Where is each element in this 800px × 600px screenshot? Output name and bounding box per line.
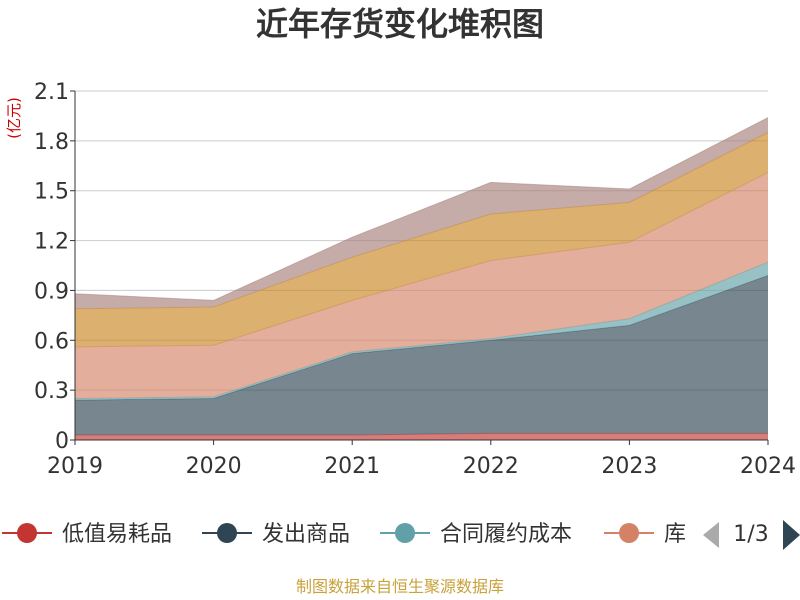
legend-prev-page-icon[interactable]	[703, 522, 719, 548]
series-line-5	[74, 117, 769, 301]
y-tick-label: 2.1	[34, 80, 69, 105]
area-series-1	[75, 275, 768, 436]
y-axis-unit-label: (亿元)	[5, 97, 23, 139]
y-tick-label: 1.8	[34, 130, 69, 155]
area-series-3	[75, 172, 768, 399]
y-tick-label: 0.6	[34, 329, 69, 354]
x-tick-label: 2019	[47, 454, 103, 479]
x-tick-label: 2023	[601, 454, 657, 479]
legend-label: 发出商品	[262, 522, 350, 547]
legend-item-3[interactable]: 库	[604, 522, 686, 547]
x-tick-label: 2022	[463, 454, 519, 479]
data-source-footer: 制图数据来自恒生聚源数据库	[295, 577, 504, 596]
x-tick-label: 2024	[740, 454, 796, 479]
legend-label: 合同履约成本	[440, 522, 572, 547]
area-series-4	[75, 132, 768, 347]
y-tick-label: 1.2	[34, 230, 69, 255]
x-tick-label: 2021	[324, 454, 380, 479]
legend-label: 库	[664, 522, 686, 547]
area-series-5	[75, 117, 768, 309]
y-tick-label: 0	[55, 429, 69, 454]
legend-marker	[395, 523, 415, 543]
legend-page-indicator: 1/3	[733, 522, 768, 547]
x-tick-label: 2020	[186, 454, 242, 479]
y-tick-label: 1.5	[34, 180, 69, 205]
y-tick-label: 0.3	[34, 379, 69, 404]
legend-item-1[interactable]: 发出商品	[202, 522, 350, 547]
y-tick-label: 0.9	[34, 279, 69, 304]
legend-label: 低值易耗品	[62, 522, 172, 547]
legend-marker	[217, 523, 237, 543]
legend-item-2[interactable]: 合同履约成本	[380, 522, 572, 547]
legend-marker	[17, 523, 37, 543]
chart-title: 近年存货变化堆积图	[255, 5, 544, 43]
legend-next-page-icon[interactable]	[783, 520, 800, 550]
legend-marker	[619, 523, 639, 543]
legend-item-0[interactable]: 低值易耗品	[2, 522, 172, 547]
